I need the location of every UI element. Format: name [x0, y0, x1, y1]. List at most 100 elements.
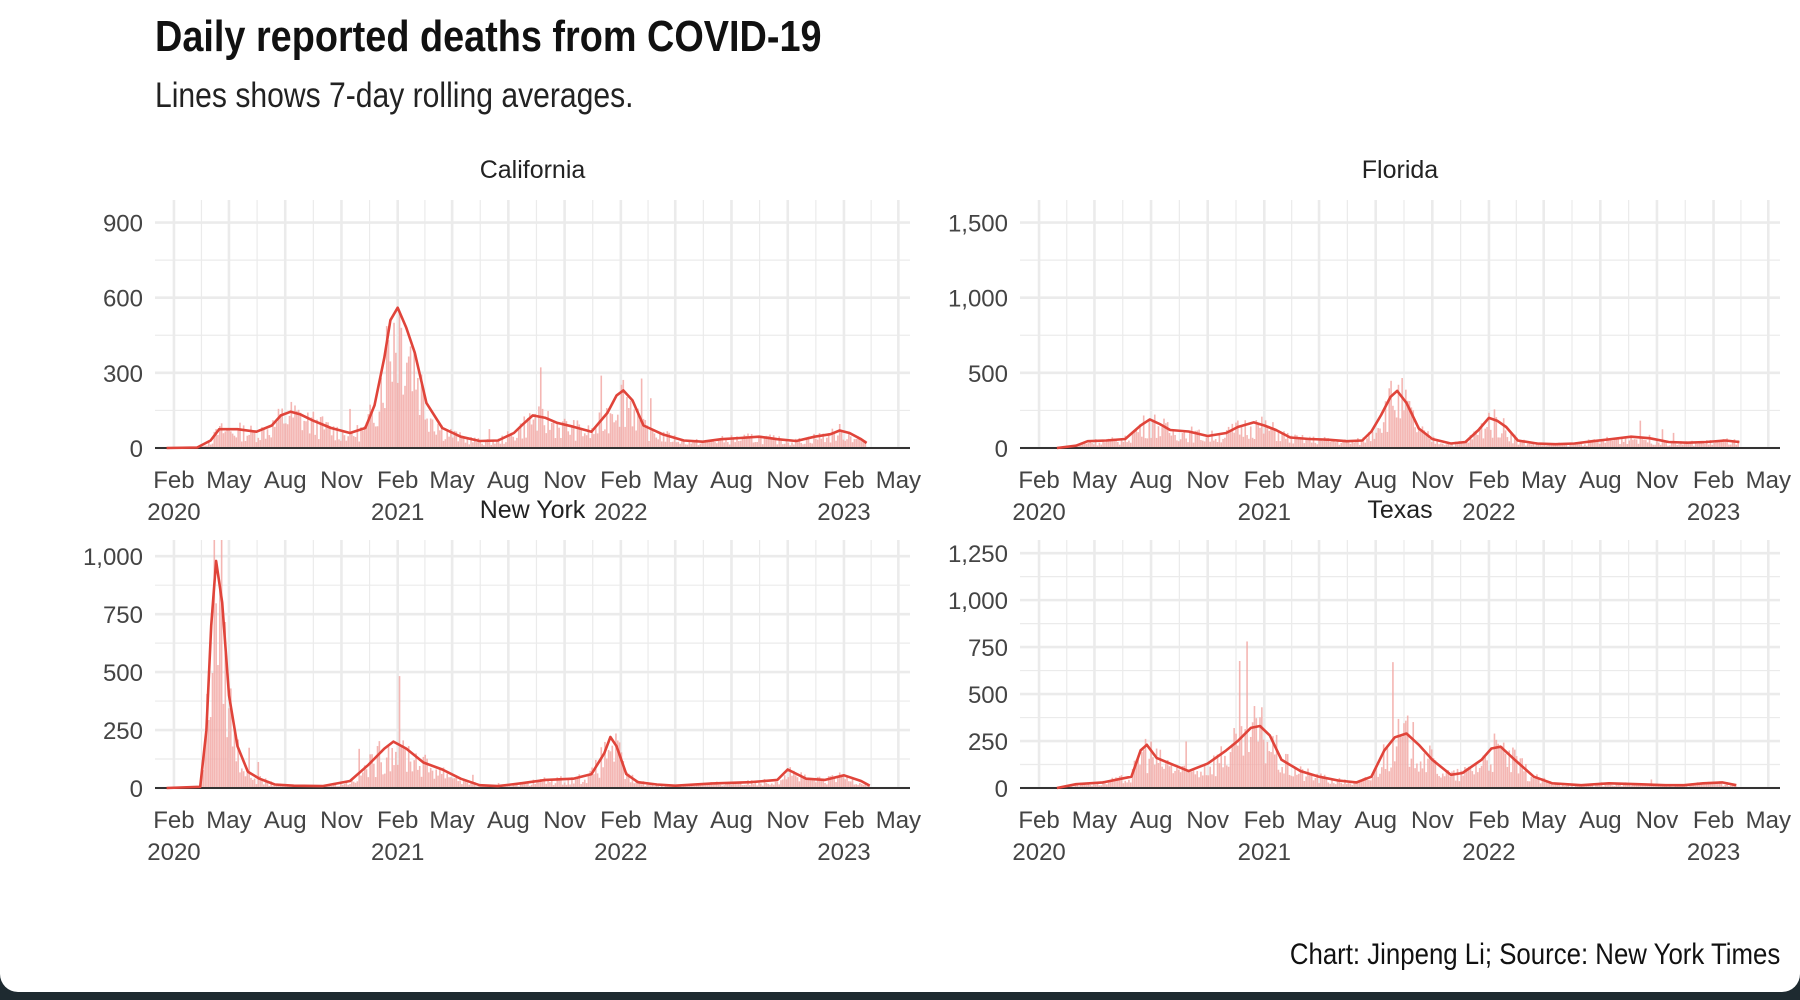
daily-bar: [615, 420, 617, 448]
daily-bar: [791, 442, 793, 448]
daily-bar: [1392, 662, 1394, 788]
daily-bar: [565, 421, 568, 448]
daily-bar: [389, 771, 392, 788]
daily-bar: [384, 408, 386, 448]
daily-bar: [574, 440, 577, 448]
daily-bar: [1273, 754, 1276, 788]
daily-bar: [1198, 777, 1200, 788]
daily-bar: [1729, 444, 1732, 448]
daily-bar: [1283, 431, 1285, 448]
daily-bar: [470, 781, 472, 788]
daily-bar: [1693, 785, 1695, 788]
daily-bar: [716, 443, 718, 448]
daily-bar: [1246, 641, 1248, 788]
daily-bar: [268, 435, 271, 448]
daily-bar: [519, 781, 522, 788]
daily-bar: [228, 708, 230, 788]
daily-bar: [1541, 445, 1544, 448]
daily-bar: [752, 784, 755, 788]
daily-bar: [640, 784, 643, 788]
daily-bar: [780, 440, 782, 448]
daily-bar: [1371, 431, 1374, 448]
daily-bar: [734, 783, 736, 788]
daily-bar: [1340, 443, 1343, 448]
daily-bar: [1381, 432, 1383, 448]
daily-bar: [569, 784, 571, 788]
daily-bar: [846, 775, 848, 788]
daily-bar: [442, 440, 445, 448]
daily-bar: [224, 622, 227, 788]
daily-bar: [349, 408, 351, 448]
daily-bar: [400, 327, 403, 448]
daily-bar: [752, 442, 755, 448]
daily-bar: [605, 408, 608, 448]
daily-bar: [1345, 784, 1348, 788]
daily-bar: [699, 784, 702, 788]
daily-bar: [1201, 775, 1204, 788]
daily-bar: [539, 367, 542, 448]
daily-bar: [235, 761, 238, 788]
x-tick-year-label: 2022: [594, 499, 647, 526]
daily-bar: [598, 412, 601, 448]
daily-bar: [312, 411, 315, 448]
daily-bar: [1641, 784, 1643, 788]
daily-bar: [1307, 768, 1309, 788]
daily-bar: [1678, 785, 1680, 788]
daily-bar: [1111, 777, 1114, 788]
daily-bar: [1711, 444, 1714, 448]
daily-bar: [835, 782, 837, 788]
daily-bar: [1419, 761, 1422, 788]
daily-bar: [246, 435, 249, 448]
daily-bar: [345, 781, 348, 788]
daily-bar: [591, 428, 593, 448]
daily-bar: [708, 441, 711, 448]
x-tick-label: Aug: [264, 807, 307, 834]
daily-bar: [1264, 420, 1267, 448]
daily-bar: [774, 781, 777, 788]
daily-bar: [860, 783, 863, 788]
daily-bar: [439, 430, 441, 448]
daily-bar: [1310, 442, 1313, 448]
daily-bar: [561, 421, 564, 448]
daily-bar: [417, 378, 419, 448]
daily-bar: [1364, 776, 1367, 788]
panel-label: Texas: [1367, 496, 1432, 524]
daily-bar: [826, 784, 828, 788]
daily-bar: [1081, 443, 1084, 448]
daily-bar: [407, 356, 410, 448]
daily-bar: [1674, 443, 1677, 448]
daily-bar: [1495, 417, 1498, 448]
daily-bar: [624, 426, 626, 448]
daily-bar: [580, 783, 582, 788]
daily-bar: [1698, 442, 1701, 448]
daily-bar: [848, 781, 850, 788]
daily-bar: [705, 784, 707, 788]
daily-bar: [340, 440, 342, 448]
daily-bar: [1141, 436, 1143, 448]
daily-bar: [677, 441, 680, 448]
daily-bar: [730, 435, 733, 448]
daily-bar: [1724, 784, 1727, 788]
daily-bar: [552, 421, 555, 448]
daily-bar: [1565, 442, 1568, 448]
daily-bar: [1253, 706, 1256, 788]
x-tick-label: Feb: [823, 807, 864, 834]
daily-bar: [246, 772, 249, 788]
daily-bar: [457, 441, 460, 448]
daily-bar: [1270, 428, 1272, 448]
daily-bar: [1462, 442, 1464, 448]
daily-bar: [1087, 783, 1090, 788]
daily-bar: [1312, 436, 1315, 448]
daily-bar: [517, 429, 520, 448]
daily-bar: [1360, 440, 1363, 448]
daily-bar: [626, 397, 628, 448]
daily-bar: [585, 435, 588, 448]
daily-bar: [1506, 437, 1509, 448]
daily-bar: [1709, 782, 1712, 788]
daily-bar: [1100, 444, 1103, 448]
daily-bar: [319, 417, 322, 448]
daily-bar: [1150, 741, 1152, 788]
daily-bar: [1080, 444, 1082, 448]
daily-bar: [206, 693, 208, 788]
daily-bar: [1351, 440, 1354, 448]
